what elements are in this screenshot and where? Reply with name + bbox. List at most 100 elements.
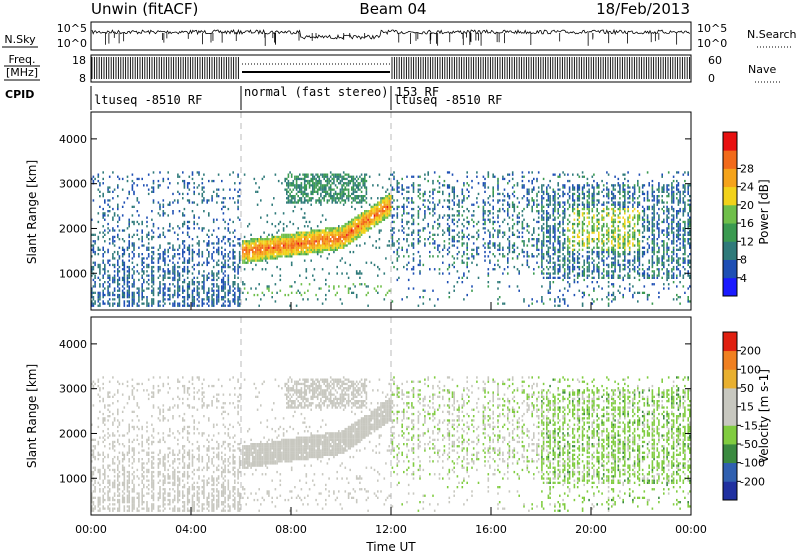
power-cell — [132, 275, 134, 277]
power-cell — [128, 290, 130, 292]
power-cell — [335, 227, 337, 229]
power-cell — [392, 242, 394, 244]
power-cell — [250, 287, 252, 289]
power-cell — [146, 281, 148, 283]
power-cell — [213, 283, 215, 285]
power-cell — [413, 186, 415, 188]
power-cell — [127, 283, 129, 285]
power-cell — [349, 180, 351, 182]
power-cell — [273, 253, 275, 255]
power-cell — [527, 264, 529, 266]
power-cell — [234, 244, 236, 246]
power-cell — [572, 253, 574, 255]
power-cell — [349, 195, 351, 197]
power-cell — [358, 227, 360, 229]
power-cell — [283, 234, 285, 236]
power-cell — [559, 204, 561, 206]
power-cell — [268, 249, 270, 251]
power-cell — [541, 266, 543, 268]
power-cell — [379, 268, 381, 270]
power-cell — [354, 232, 356, 234]
power-cell — [340, 176, 342, 178]
power-cell — [189, 260, 191, 262]
power-cell — [301, 232, 303, 234]
power-cell — [449, 206, 451, 208]
power-cell — [527, 191, 529, 193]
power-cell — [527, 262, 529, 264]
power-cell — [273, 251, 275, 253]
power-cell — [592, 193, 594, 195]
power-cell — [208, 262, 210, 264]
power-cell — [447, 184, 449, 186]
power-cell — [304, 232, 306, 234]
power-cell — [213, 292, 215, 294]
power-cell — [583, 292, 585, 294]
power-cell — [258, 255, 260, 257]
power-cell — [601, 240, 603, 242]
power-cell — [301, 244, 303, 246]
power-cell — [408, 234, 410, 236]
power-cell — [449, 234, 451, 236]
power-cell — [192, 260, 194, 262]
power-cell — [174, 277, 176, 279]
power-cell — [380, 285, 382, 287]
power-cell — [569, 255, 571, 257]
power-cell — [245, 253, 247, 255]
power-cell — [358, 178, 360, 180]
power-cell — [562, 244, 564, 246]
power-cell — [398, 182, 400, 184]
power-cell — [577, 206, 579, 208]
power-cell — [208, 212, 210, 214]
power-cell — [252, 247, 254, 249]
power-cell — [271, 275, 273, 277]
power-cell — [353, 182, 355, 184]
power-cell — [218, 227, 220, 229]
power-cell — [497, 244, 499, 246]
power-cell — [372, 210, 374, 212]
power-cell — [512, 171, 514, 173]
power-cell — [294, 251, 296, 253]
power-cell — [531, 238, 533, 240]
power-cell — [353, 251, 355, 253]
power-cell — [224, 283, 226, 285]
power-cell — [228, 240, 230, 242]
power-cell — [340, 180, 342, 182]
power-cell — [349, 232, 351, 234]
power-cell — [596, 193, 598, 195]
power-cell — [229, 197, 231, 199]
power-cell — [133, 283, 135, 285]
power-cell — [189, 221, 191, 223]
power-cell — [492, 174, 494, 176]
power-cell — [104, 229, 106, 231]
freq-tick-top: 18 — [72, 54, 86, 67]
power-cell — [304, 197, 306, 199]
power-cell — [377, 197, 379, 199]
power-cell — [484, 210, 486, 212]
power-cell — [398, 229, 400, 231]
power-cell — [549, 229, 551, 231]
power-cell — [364, 221, 366, 223]
power-cell — [379, 208, 381, 210]
power-cell — [553, 242, 555, 244]
power-cell — [354, 225, 356, 227]
power-cell — [348, 227, 350, 229]
power-cell — [332, 199, 334, 201]
power-cell — [533, 229, 535, 231]
power-cell — [582, 255, 584, 257]
power-cell — [522, 225, 524, 227]
power-cell — [473, 242, 475, 244]
power-cell — [596, 238, 598, 240]
power-cell — [406, 268, 408, 270]
power-cell — [310, 197, 312, 199]
power-cell — [343, 182, 345, 184]
power-cell — [361, 227, 363, 229]
power-cell — [397, 184, 399, 186]
power-cell — [504, 255, 506, 257]
power-cell — [343, 232, 345, 234]
power-cell — [489, 262, 491, 264]
power-cell — [413, 238, 415, 240]
power-cell — [553, 229, 555, 231]
power-cell — [314, 247, 316, 249]
power-cell — [119, 279, 121, 281]
power-cell — [577, 189, 579, 191]
